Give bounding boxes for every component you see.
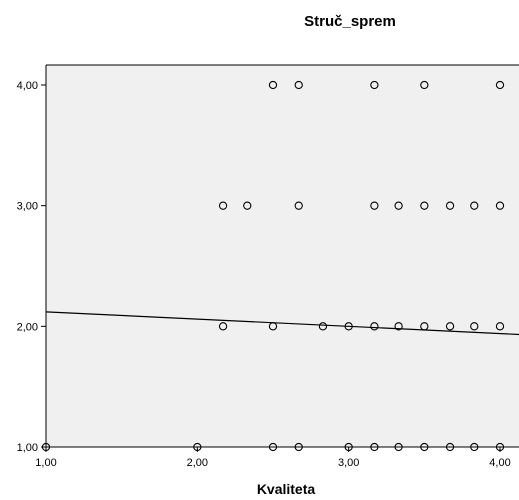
data-point bbox=[470, 322, 479, 331]
data-point bbox=[344, 322, 353, 331]
plot-area bbox=[46, 65, 519, 447]
data-point bbox=[495, 442, 505, 452]
data-point bbox=[243, 201, 252, 210]
data-point bbox=[370, 442, 379, 452]
data-point bbox=[294, 201, 303, 210]
data-point bbox=[394, 442, 403, 452]
data-point bbox=[268, 80, 278, 90]
data-point bbox=[495, 80, 505, 90]
x-axis-title: Kvaliteta bbox=[257, 481, 316, 497]
data-point bbox=[420, 442, 429, 452]
regression-line bbox=[45, 311, 519, 336]
data-point bbox=[445, 201, 455, 210]
data-point bbox=[470, 201, 479, 210]
data-point bbox=[370, 322, 379, 331]
data-point bbox=[394, 201, 403, 210]
data-point bbox=[445, 322, 455, 331]
data-point bbox=[445, 442, 455, 452]
data-point bbox=[470, 442, 479, 452]
chart-title: Struč_sprem bbox=[304, 13, 396, 30]
data-point bbox=[268, 442, 278, 452]
data-point bbox=[420, 322, 429, 331]
data-point bbox=[294, 442, 303, 452]
x-tick-label: 3,00 bbox=[338, 457, 359, 469]
data-point bbox=[394, 322, 403, 331]
data-point bbox=[218, 322, 228, 331]
data-point bbox=[294, 80, 303, 90]
data-point bbox=[218, 201, 228, 210]
data-point bbox=[370, 80, 379, 90]
data-point bbox=[41, 442, 51, 452]
y-tick-label: 1,00 bbox=[17, 442, 38, 454]
data-point bbox=[420, 80, 429, 90]
data-point bbox=[318, 322, 328, 331]
x-axis-ticks: 1,00 2,00 3,00 4,00 bbox=[35, 447, 511, 469]
data-point bbox=[370, 201, 379, 210]
data-point bbox=[193, 442, 202, 452]
x-tick-label: 4,00 bbox=[489, 457, 510, 469]
y-tick-label: 2,00 bbox=[17, 321, 38, 333]
data-point bbox=[268, 322, 278, 331]
x-tick-label: 2,00 bbox=[187, 457, 208, 469]
x-tick-label: 1,00 bbox=[35, 457, 56, 469]
fit-line-layer bbox=[45, 311, 519, 336]
data-point bbox=[495, 322, 505, 331]
y-tick-label: 3,00 bbox=[17, 201, 38, 213]
data-point bbox=[344, 442, 353, 452]
data-point bbox=[420, 201, 429, 210]
data-point bbox=[495, 201, 505, 210]
points-layer bbox=[41, 80, 505, 452]
y-axis-ticks: 1,00 2,00 3,00 4,00 bbox=[17, 80, 46, 454]
y-tick-label: 4,00 bbox=[17, 80, 38, 92]
